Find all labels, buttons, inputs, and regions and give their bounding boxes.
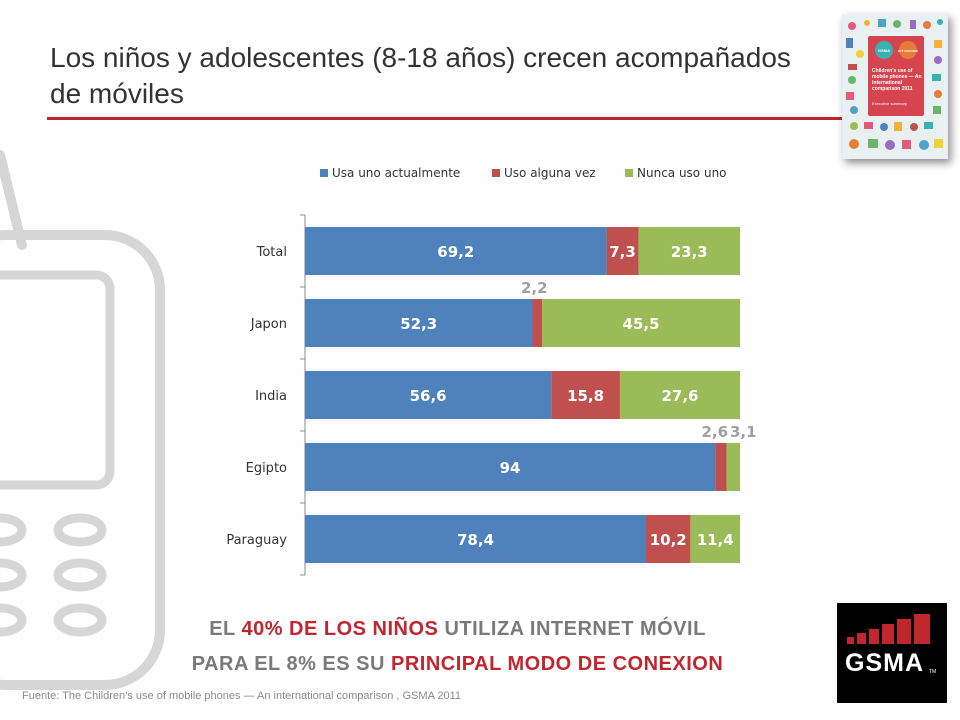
bar-segment (542, 299, 740, 347)
gsma-logo-tm: TM (929, 669, 936, 675)
bar-segment (305, 515, 647, 563)
bar-segment (551, 371, 620, 419)
data-label: 3,1 (730, 423, 757, 441)
cover-badge-right: NTT DOCOMO (898, 49, 919, 53)
gsma-logo: GSMA TM (837, 603, 947, 703)
report-cover-image: GSMA NTT DOCOMO Children's use of mobile… (842, 14, 948, 159)
data-label: 7,3 (609, 243, 636, 261)
cover-badge-left: GSMA (878, 48, 890, 53)
bar-segment (532, 299, 543, 347)
headline-1-pre: EL (209, 618, 242, 640)
headline-line-2: PARA EL 8% ES SU PRINCIPAL MODO DE CONEX… (0, 653, 915, 676)
headline-line-1: EL 40% DE LOS NIÑOS UTILIZA INTERNET MÓV… (0, 618, 915, 641)
legend-label: Uso alguna vez (504, 166, 596, 180)
bar-segment (305, 227, 607, 275)
legend-label: Usa uno actualmente (332, 166, 460, 180)
data-label: 56,6 (410, 387, 447, 405)
headline-2-accent: PRINCIPAL MODO DE CONEXION (391, 653, 724, 675)
bar-segment (638, 227, 740, 275)
gsma-logo-text: GSMA (845, 649, 924, 677)
cover-title: Children's use of mobile phones — An int… (872, 68, 922, 92)
data-label: 15,8 (567, 387, 604, 405)
category-label: Paraguay (226, 533, 287, 548)
data-label: 69,2 (437, 243, 474, 261)
headline-2-pre: PARA EL 8% ES SU (191, 653, 391, 675)
category-label: Total (256, 245, 287, 260)
category-label: Egipto (246, 461, 287, 476)
legend-swatch (492, 169, 500, 177)
bar-segment (726, 443, 740, 491)
bar-segment (305, 299, 533, 347)
legend-label: Nunca uso uno (637, 166, 727, 180)
data-label: 23,3 (671, 243, 708, 261)
data-label: 78,4 (457, 531, 494, 549)
headline-1-post: UTILIZA INTERNET MÓVIL (438, 618, 706, 640)
data-label: 94 (500, 459, 521, 477)
data-label: 2,6 (702, 423, 729, 441)
data-label: 11,4 (697, 531, 734, 549)
legend-swatch (625, 169, 633, 177)
title-divider (47, 117, 847, 120)
data-label: 2,2 (521, 279, 548, 297)
data-label: 27,6 (661, 387, 698, 405)
data-label: 52,3 (400, 315, 437, 333)
stacked-bar-chart: Usa uno actualmente Uso alguna vez Nunca u… (226, 166, 757, 576)
legend-swatch (320, 169, 328, 177)
mobile-phone-illustration (0, 150, 165, 690)
bar-segment (646, 515, 691, 563)
data-label: 45,5 (623, 315, 660, 333)
bar-segment (715, 443, 727, 491)
page-title: Los niños y adolescentes (8-18 años) cre… (50, 42, 791, 109)
data-label: 10,2 (650, 531, 687, 549)
category-label: India (255, 389, 287, 404)
source-note: Fuente: The Children’s use of mobile pho… (22, 690, 462, 702)
cover-subtitle: Executive summary (872, 101, 907, 106)
headline-1-accent: 40% DE LOS NIÑOS (241, 618, 439, 640)
category-label: Japon (250, 317, 287, 332)
bar-segment (606, 227, 639, 275)
bar-segment (619, 371, 740, 419)
bar-segment (690, 515, 740, 563)
bar-segment (305, 371, 552, 419)
bar-segment (305, 443, 716, 491)
